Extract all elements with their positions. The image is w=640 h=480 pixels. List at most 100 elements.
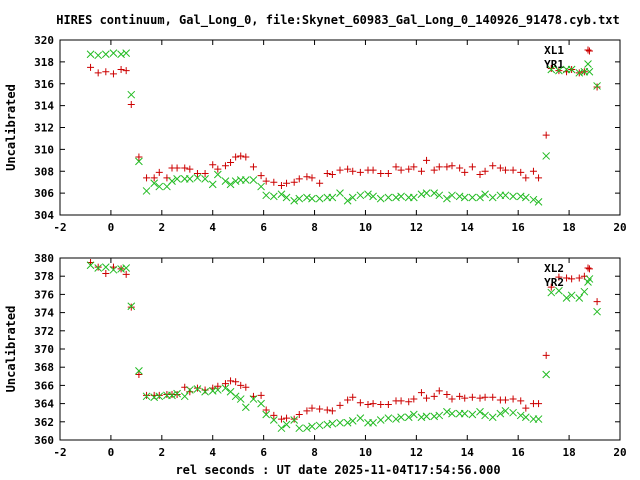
data-point — [417, 389, 425, 397]
data-point — [290, 196, 299, 205]
data-point — [257, 182, 265, 191]
data-point — [283, 179, 291, 187]
data-point — [227, 377, 235, 385]
legend-label: XL1 — [544, 44, 564, 57]
data-point — [356, 414, 365, 423]
data-point — [555, 286, 563, 295]
x-tick-label: 12 — [410, 221, 423, 234]
data-point — [237, 152, 245, 160]
data-point — [168, 391, 176, 400]
data-point — [430, 412, 439, 421]
y-tick-label: 376 — [34, 288, 54, 301]
panel-1: -2 0 2 4 6 8 10 12 14 16 18 20 304 306 308 310 312 314 316… — [4, 34, 627, 234]
data-point — [522, 174, 530, 182]
data-point — [481, 411, 489, 420]
x-tick-label: 10 — [359, 446, 372, 459]
data-point — [290, 178, 298, 186]
x-tick-label: 2 — [159, 221, 166, 234]
data-point — [593, 298, 601, 306]
data-point — [384, 169, 392, 177]
data-point — [226, 180, 235, 189]
y-tick-label: 320 — [34, 34, 54, 47]
data-point — [94, 264, 103, 272]
data-point — [521, 193, 530, 202]
data-point — [328, 193, 337, 202]
data-point — [349, 393, 357, 401]
data-point — [295, 411, 303, 419]
data-point — [547, 64, 555, 72]
data-point — [455, 192, 464, 201]
data-point — [501, 407, 510, 415]
x-tick-label: 6 — [260, 446, 267, 459]
y-tick-label: 316 — [34, 78, 54, 91]
data-point — [336, 166, 344, 174]
data-point — [328, 171, 336, 179]
data-point — [443, 407, 451, 416]
data-point — [127, 101, 135, 109]
data-point — [109, 70, 117, 78]
data-point — [201, 387, 209, 396]
data-point — [241, 403, 250, 412]
data-point — [150, 174, 158, 182]
data-point — [101, 50, 110, 59]
data-point — [262, 410, 271, 419]
data-point — [509, 408, 517, 417]
data-point — [488, 193, 497, 202]
data-point — [236, 395, 245, 403]
data-point — [290, 416, 299, 424]
data-point — [262, 406, 270, 414]
data-point — [481, 190, 489, 199]
data-point — [213, 386, 222, 394]
data-point — [348, 417, 357, 425]
data-point — [86, 261, 95, 270]
data-point — [270, 178, 278, 186]
data-point — [488, 413, 497, 422]
data-point — [201, 175, 209, 183]
data-point — [417, 167, 425, 175]
data-point — [336, 418, 344, 427]
data-point — [142, 187, 151, 195]
x-tick-label: 0 — [108, 221, 115, 234]
x-tick-label: 16 — [512, 446, 526, 459]
data-point — [435, 411, 444, 420]
data-point — [405, 165, 413, 173]
y-tick-label: 310 — [34, 143, 54, 156]
data-point — [356, 168, 364, 176]
data-point — [173, 389, 181, 398]
x-tick-label: 8 — [311, 221, 318, 234]
data-point — [316, 179, 324, 187]
data-point — [283, 414, 291, 422]
data-point — [542, 370, 551, 379]
data-point — [227, 159, 235, 166]
data-point — [185, 175, 194, 183]
x-tick-label: 6 — [260, 221, 267, 234]
data-point — [377, 401, 385, 409]
data-point — [213, 170, 222, 179]
data-point — [516, 192, 525, 201]
data-point — [409, 410, 418, 419]
data-point — [150, 179, 159, 188]
data-point — [122, 49, 131, 57]
legend-marker — [584, 46, 592, 54]
data-point — [517, 397, 525, 405]
data-point — [460, 193, 469, 202]
data-point — [155, 182, 164, 191]
data-point — [535, 174, 543, 182]
data-point — [392, 415, 400, 423]
data-point — [417, 190, 426, 199]
data-point — [232, 378, 240, 386]
data-point — [509, 166, 517, 174]
data-point — [542, 351, 550, 359]
data-point — [155, 392, 164, 401]
data-point — [443, 391, 451, 398]
data-point — [542, 131, 550, 139]
data-point — [242, 153, 250, 161]
data-point — [308, 422, 316, 431]
data-point — [593, 82, 601, 90]
data-point — [489, 393, 497, 401]
data-point — [193, 173, 202, 182]
data-point — [109, 265, 118, 274]
data-point — [270, 411, 278, 419]
data-point — [476, 407, 484, 416]
